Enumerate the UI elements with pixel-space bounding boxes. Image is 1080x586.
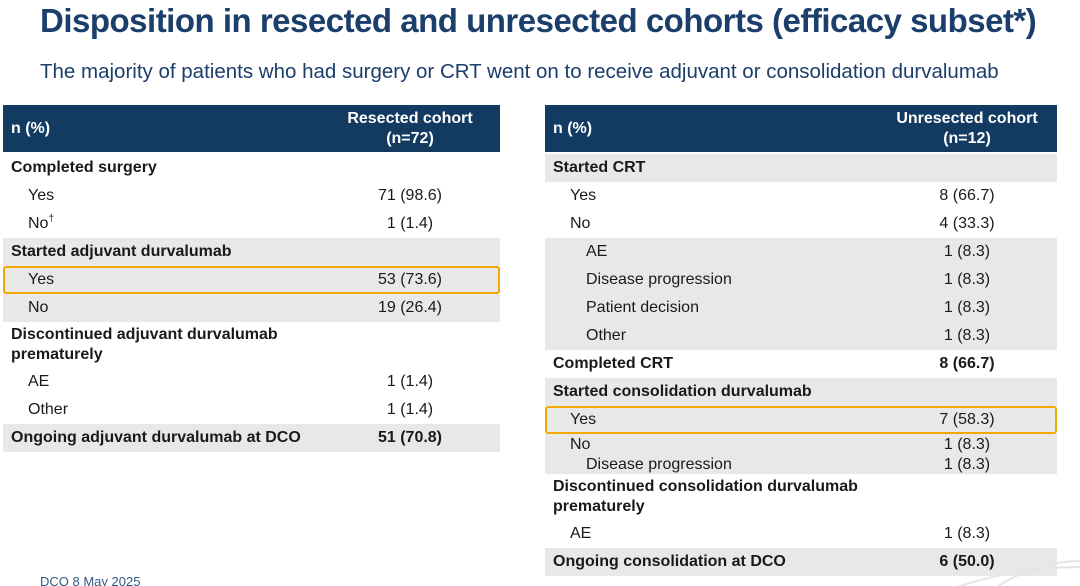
unresected-cohort-table: n (%) Unresected cohort (n=12) Started C… xyxy=(545,105,1057,576)
row-value: 1 (1.4) xyxy=(386,401,434,418)
row-label: Yes xyxy=(28,187,55,204)
row-value xyxy=(877,389,1057,395)
header-n-percent: n (%) xyxy=(11,119,51,137)
resected-table-body: Completed surgery Yes 71 (98.6) No† 1 (1.4) S… xyxy=(3,152,500,452)
table-row: Yes 71 (98.6) xyxy=(3,182,500,210)
row-label: Other xyxy=(586,327,627,344)
row-label: Ongoing consolidation at DCO xyxy=(553,553,786,570)
row-label: AE xyxy=(570,525,592,542)
row-label: Discontinued consolidation durvalumab pr… xyxy=(553,478,858,515)
row-value: 1 (8.3) xyxy=(943,243,991,260)
row-value: 1 (8.3) xyxy=(943,271,991,288)
cohort-name: Resected cohort xyxy=(347,109,473,127)
table-row: Ongoing adjuvant durvalumab at DCO 51 (70… xyxy=(3,424,500,452)
row-value xyxy=(877,165,1057,171)
header-n-percent: n (%) xyxy=(553,119,593,137)
row-value: 19 (26.4) xyxy=(377,299,443,316)
table-row: Disease progression 1 (8.3) xyxy=(545,454,1057,474)
row-value xyxy=(320,165,500,171)
table-row: Discontinued consolidation durvalumab pr… xyxy=(545,474,1057,520)
table-row: Yes 7 (58.3) xyxy=(545,406,1057,434)
row-value: 4 (33.3) xyxy=(939,215,995,232)
table-row: Ongoing consolidation at DCO 6 (50.0) xyxy=(545,548,1057,576)
row-label: Disease progression xyxy=(586,455,732,473)
row-value: 6 (50.0) xyxy=(939,553,995,570)
table-row: No 1 (8.3) xyxy=(545,434,1057,454)
row-label: Patient decision xyxy=(586,299,699,316)
table-row: No 19 (26.4) xyxy=(3,294,500,322)
row-label: Disease progression xyxy=(586,271,732,288)
row-label: Started consolidation durvalumab xyxy=(553,383,812,400)
unresected-table-header: n (%) Unresected cohort (n=12) xyxy=(545,105,1057,152)
row-value: 7 (58.3) xyxy=(939,411,995,428)
cohort-n: (n=12) xyxy=(943,129,991,147)
table-row: AE 1 (1.4) xyxy=(3,368,500,396)
page-title: Disposition in resected and unresected c… xyxy=(40,2,1037,39)
row-value: 1 (8.3) xyxy=(943,455,991,473)
table-row: Completed surgery xyxy=(3,154,500,182)
row-value xyxy=(320,249,500,255)
row-label: AE xyxy=(586,243,608,260)
table-row: No† 1 (1.4) xyxy=(3,210,500,238)
table-row: Started adjuvant durvalumab xyxy=(3,238,500,266)
row-value: 1 (8.3) xyxy=(943,299,991,316)
row-value: 53 (73.6) xyxy=(377,271,443,288)
table-row: Started consolidation durvalumab xyxy=(545,378,1057,406)
row-label: Other xyxy=(28,401,69,418)
row-label: Completed CRT xyxy=(553,355,673,372)
row-value xyxy=(877,494,1057,500)
header-resected-cohort: Resected cohort (n=72) xyxy=(320,105,500,152)
row-label: Yes xyxy=(570,411,597,428)
row-value: 1 (8.3) xyxy=(943,435,991,453)
row-label: Started CRT xyxy=(553,159,646,176)
row-label: Started adjuvant durvalumab xyxy=(11,243,232,260)
table-row: Discontinued adjuvant durvalumab prematu… xyxy=(3,322,500,368)
table-row: Other 1 (1.4) xyxy=(3,396,500,424)
table-row: Disease progression 1 (8.3) xyxy=(545,266,1057,294)
table-row: Yes 8 (66.7) xyxy=(545,182,1057,210)
resected-cohort-table: n (%) Resected cohort (n=72) Completed s… xyxy=(3,105,500,452)
subtitle: The majority of patients who had surgery… xyxy=(40,60,999,83)
row-value: 51 (70.8) xyxy=(377,429,443,446)
unresected-table-body: Started CRT Yes 8 (66.7) No 4 (33.3) AE 1 (8.3… xyxy=(545,152,1057,576)
row-label: AE xyxy=(28,373,50,390)
dco-note: DCO 8 May 2025 xyxy=(40,574,141,586)
row-label: Discontinued adjuvant durvalumab prematu… xyxy=(11,326,278,363)
row-value: 1 (8.3) xyxy=(943,525,991,542)
table-row: No 4 (33.3) xyxy=(545,210,1057,238)
row-value: 8 (66.7) xyxy=(939,187,995,204)
table-row: AE 1 (8.3) xyxy=(545,520,1057,548)
row-label: No† xyxy=(28,213,55,232)
table-row: AE 1 (8.3) xyxy=(545,238,1057,266)
table-row: Completed CRT 8 (66.7) xyxy=(545,350,1057,378)
cohort-n: (n=72) xyxy=(386,129,434,147)
row-value: 71 (98.6) xyxy=(377,187,443,204)
row-label: Completed surgery xyxy=(11,159,157,176)
table-row: Yes 53 (73.6) xyxy=(3,266,500,294)
row-value: 8 (66.7) xyxy=(939,355,995,372)
table-row: Started CRT xyxy=(545,154,1057,182)
row-value: 1 (8.3) xyxy=(943,327,991,344)
table-row: Other 1 (8.3) xyxy=(545,322,1057,350)
row-value: 1 (1.4) xyxy=(386,215,434,232)
cohort-name: Unresected cohort xyxy=(896,109,1038,127)
row-label: No xyxy=(570,435,591,453)
dagger-symbol: † xyxy=(48,213,55,225)
resected-table-header: n (%) Resected cohort (n=72) xyxy=(3,105,500,152)
row-value xyxy=(320,342,500,348)
row-label: Yes xyxy=(570,187,597,204)
row-label: No xyxy=(570,215,591,232)
header-unresected-cohort: Unresected cohort (n=12) xyxy=(877,105,1057,152)
row-label: No xyxy=(28,299,49,316)
row-label: Ongoing adjuvant durvalumab at DCO xyxy=(11,429,301,446)
row-label: Yes xyxy=(28,271,55,288)
row-value: 1 (1.4) xyxy=(386,373,434,390)
table-row: Patient decision 1 (8.3) xyxy=(545,294,1057,322)
